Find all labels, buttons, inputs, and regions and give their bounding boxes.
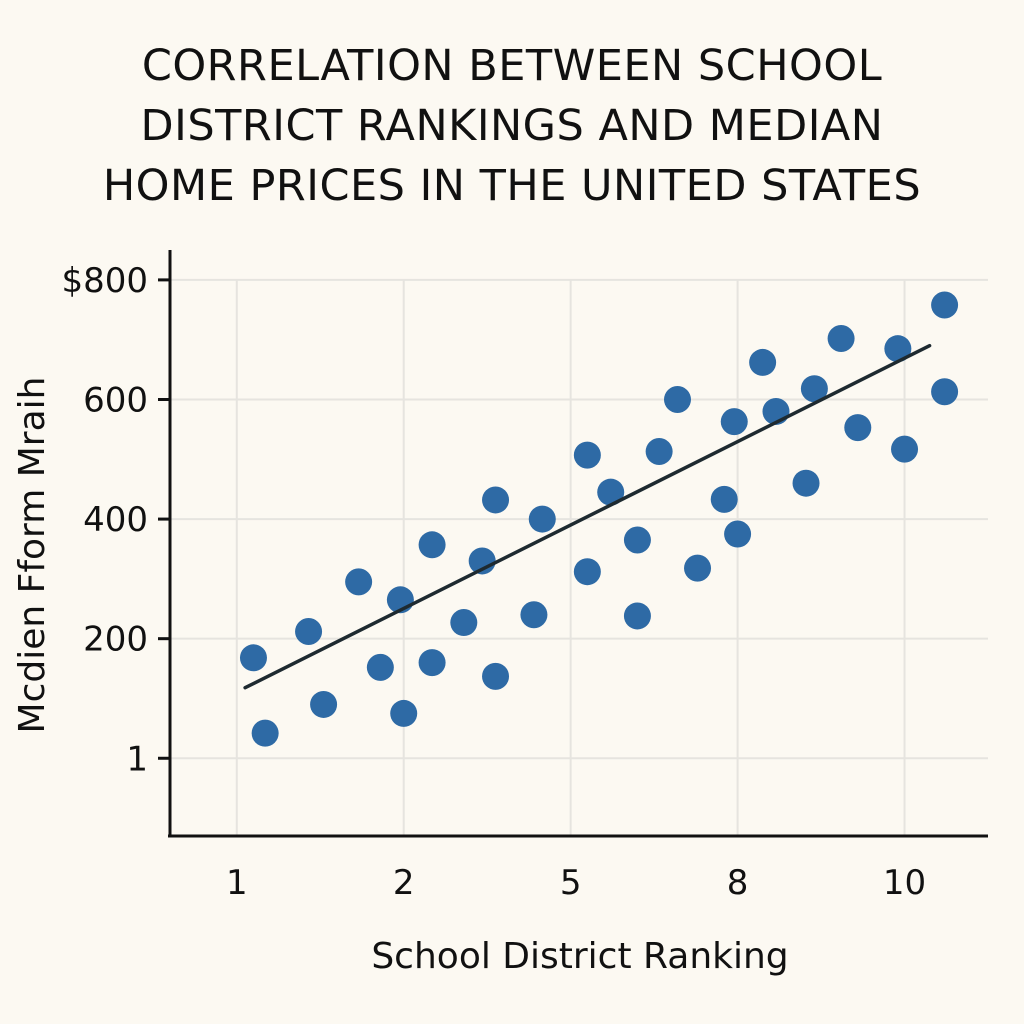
- gridlines: [170, 278, 988, 836]
- data-point-9: [418, 649, 446, 677]
- data-point-7: [390, 699, 418, 727]
- data-point-15: [528, 505, 556, 533]
- data-point-4: [345, 568, 373, 596]
- x-tick-label-2: 5: [560, 863, 582, 903]
- data-point-2: [295, 617, 323, 645]
- data-point-26: [749, 348, 777, 376]
- data-point-36: [931, 378, 959, 406]
- data-point-1: [251, 719, 279, 747]
- x-axis-title: School District Ranking: [371, 936, 788, 977]
- x-tick-label-4: 10: [883, 863, 926, 903]
- data-point-16: [573, 441, 601, 469]
- data-point-31: [827, 324, 855, 352]
- data-point-29: [800, 375, 828, 403]
- data-point-18: [597, 478, 625, 506]
- data-point-8: [418, 531, 446, 559]
- data-point-12: [482, 486, 510, 514]
- data-point-20: [623, 602, 651, 630]
- x-tick-label-0: 1: [226, 863, 248, 903]
- axes: [168, 250, 988, 838]
- data-point-19: [623, 526, 651, 554]
- data-point-33: [884, 335, 912, 363]
- trend-line: [243, 343, 932, 690]
- data-point-34: [891, 435, 919, 463]
- y-tick-labels: 1 200 400 600 $800: [61, 261, 170, 779]
- data-point-24: [710, 485, 738, 513]
- data-point-17: [573, 558, 601, 586]
- y-tick-label-4: $800: [61, 261, 148, 301]
- data-point-13: [482, 662, 510, 690]
- chart-title-line-2: DISTRICT RANKINGS AND MEDIAN: [140, 101, 884, 151]
- y-axis-title: Mcdien Fform Mraih: [12, 377, 53, 734]
- data-point-22: [663, 385, 691, 413]
- data-point-14: [520, 601, 548, 629]
- y-tick-label-3: 600: [83, 380, 148, 420]
- x-tick-label-1: 2: [393, 863, 415, 903]
- y-tick-label-1: 200: [83, 620, 148, 660]
- y-tick-label-0: 1: [126, 739, 148, 779]
- chart-title-line-1: CORRELATION BETWEEN SCHOOL: [141, 41, 883, 91]
- data-point-32: [844, 414, 872, 442]
- chart-title: CORRELATION BETWEEN SCHOOL DISTRICT RANK…: [0, 36, 1024, 216]
- data-point-10: [450, 609, 478, 637]
- chart-title-line-3: HOME PRICES IN THE UNITED STATES: [102, 161, 922, 211]
- data-point-23: [684, 554, 712, 582]
- data-point-21: [645, 438, 673, 466]
- data-point-5: [366, 653, 394, 681]
- data-points: [239, 291, 959, 747]
- data-point-30: [792, 469, 820, 497]
- x-tick-labels: 1 2 5 8 10: [226, 863, 926, 903]
- data-point-27: [724, 520, 752, 548]
- y-tick-label-2: 400: [83, 500, 148, 540]
- data-point-0: [239, 644, 267, 672]
- data-point-3: [310, 690, 338, 718]
- x-tick-label-3: 8: [727, 863, 749, 903]
- data-point-25: [720, 408, 748, 436]
- data-point-35: [931, 291, 959, 319]
